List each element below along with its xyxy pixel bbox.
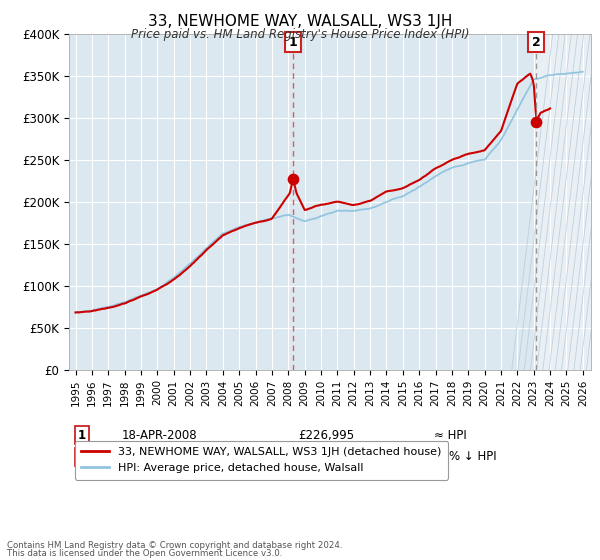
Text: £226,995: £226,995 <box>299 428 355 442</box>
Text: £295,000: £295,000 <box>299 450 355 464</box>
Text: Price paid vs. HM Land Registry's House Price Index (HPI): Price paid vs. HM Land Registry's House … <box>131 28 469 41</box>
Text: 2: 2 <box>78 450 86 464</box>
Text: This data is licensed under the Open Government Licence v3.0.: This data is licensed under the Open Gov… <box>7 549 283 558</box>
Point <box>288 175 298 184</box>
Text: 1: 1 <box>78 428 86 442</box>
Text: 14% ↓ HPI: 14% ↓ HPI <box>434 450 497 464</box>
Bar <box>536 34 591 370</box>
Text: 33, NEWHOME WAY, WALSALL, WS3 1JH: 33, NEWHOME WAY, WALSALL, WS3 1JH <box>148 14 452 29</box>
Point <box>532 117 541 126</box>
Text: Contains HM Land Registry data © Crown copyright and database right 2024.: Contains HM Land Registry data © Crown c… <box>7 541 343 550</box>
Text: ≈ HPI: ≈ HPI <box>434 428 467 442</box>
Text: 27-FEB-2023: 27-FEB-2023 <box>121 450 197 464</box>
Text: 18-APR-2008: 18-APR-2008 <box>121 428 197 442</box>
Text: 1: 1 <box>289 35 298 49</box>
Text: 2: 2 <box>532 35 541 49</box>
Legend: 33, NEWHOME WAY, WALSALL, WS3 1JH (detached house), HPI: Average price, detached: 33, NEWHOME WAY, WALSALL, WS3 1JH (detac… <box>74 441 448 479</box>
